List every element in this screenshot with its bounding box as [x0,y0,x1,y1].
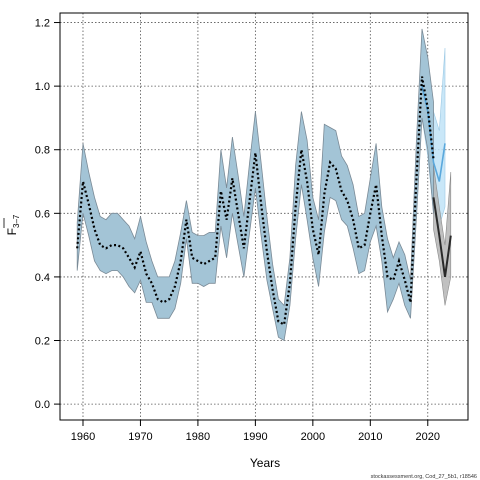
x-tick-label-2000: 2000 [301,431,325,443]
x-tick-label-2020: 2020 [416,431,440,443]
forecast-line [432,197,452,278]
y-tick-label-6: 1.2 [35,18,50,30]
y-axis: 0.0 0.2 0.4 0.6 0.8 1.0 1.2 [35,18,60,411]
x-tick-label-1980: 1980 [186,431,210,443]
y-tick-label-0: 0.0 [35,399,50,411]
footer-credit: stockassessment.org, Cod_27_5b1, r18546 [371,474,477,480]
y-tick-label-5: 1.0 [35,81,50,93]
y-tick-label-4: 0.8 [35,145,50,157]
y-tick-label-2: 0.4 [35,272,50,284]
y-axis-label: F3–7 [5,214,21,235]
x-tick-label-2010: 2010 [358,431,382,443]
confidence-bands [76,28,452,342]
series-lines [76,76,452,327]
x-axis-label: Years [250,456,280,470]
x-tick-label-1970: 1970 [128,431,152,443]
estimate-line [76,76,435,327]
estimate-band [76,28,434,342]
y-axis-label-main: F [5,228,19,235]
plot-frame [59,12,469,421]
y-tick-label-1: 0.2 [35,336,50,348]
x-axis: 1960 1970 1980 1990 2000 2010 2020 [71,420,440,443]
x-tick-label-1990: 1990 [243,431,267,443]
x-tick-label-1960: 1960 [71,431,95,443]
y-axis-label-sub: 3–7 [12,214,21,228]
y-tick-label-3: 0.6 [35,208,50,220]
